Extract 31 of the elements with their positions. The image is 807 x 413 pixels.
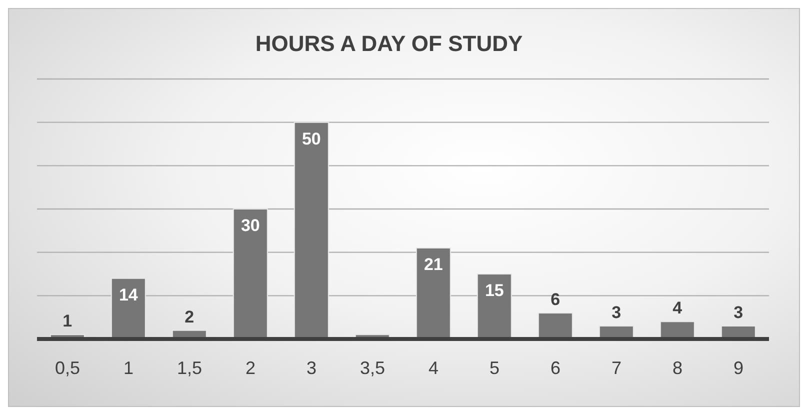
x-tick-label: 9 [733,358,744,378]
bar [538,312,573,339]
bar [660,321,695,339]
x-tick-label: 6 [550,358,561,378]
x-tick-label: 3,5 [360,358,386,378]
data-label: 4 [672,298,683,318]
data-label: 30 [240,216,260,235]
data-label: 3 [734,303,744,322]
x-tick-label: 1,5 [176,358,202,378]
bar [476,274,512,339]
data-label: 1 [62,312,72,331]
bar [232,208,268,339]
x-tick-label: 1 [123,358,134,378]
data-label: 50 [302,129,321,148]
x-tick-label: 8 [672,358,683,378]
data-label: 2 [184,307,194,326]
data-label: 3 [612,303,622,322]
x-tick-label: 2 [245,358,256,378]
bar [416,248,451,339]
x-tick-label: 3 [306,358,317,378]
bar [294,122,329,339]
data-label: 14 [118,285,138,304]
x-tick-label: 4 [428,358,439,378]
chart-title: HOURS A DAY OF STUDY [254,31,524,57]
data-label: 21 [424,255,443,274]
x-tick-label: 7 [611,358,622,378]
data-label: 15 [484,281,504,300]
data-label: 6 [550,290,560,309]
bar [110,278,146,339]
x-tick-label: 5 [489,358,500,378]
x-tick-label: 0,5 [54,358,80,378]
